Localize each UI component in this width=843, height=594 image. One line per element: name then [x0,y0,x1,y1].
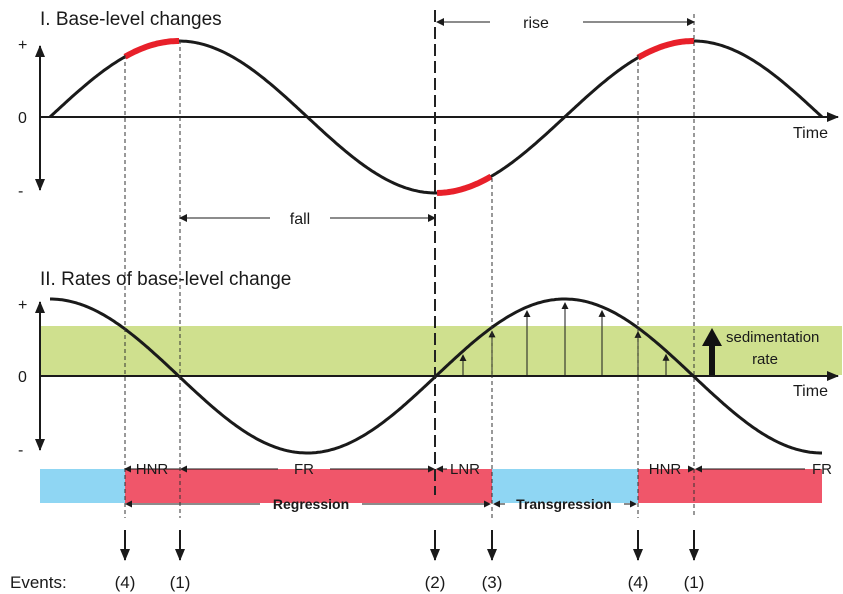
event-label-4: (3) [482,573,503,592]
panel2-plus-label: + [18,297,27,314]
event-label-3: (2) [425,573,446,592]
panel1-zero-label: 0 [18,110,27,127]
fr2-label: FR [812,461,832,478]
event-labels: (4) (1) (2) (3) (4) (1) [115,573,705,592]
panel2-minus-label: - [18,442,23,459]
sedimentation-band [40,326,842,375]
regression-bar [125,469,492,503]
bar-segment-blue-1 [40,469,125,503]
panel1-time-label: Time [793,125,828,142]
panel1-plus-label: + [18,37,27,54]
lnr-label: LNR [450,461,480,478]
panel2-zero-label: 0 [18,369,27,386]
hnr1-label: HNR [136,461,169,478]
panel1-title: I. Base-level changes [40,9,222,30]
event-label-6: (1) [684,573,705,592]
event-label-5: (4) [628,573,649,592]
highlight-segment-1 [123,38,179,60]
transgression-bar [492,469,638,503]
rise-label: rise [523,15,549,32]
event-arrows [120,530,699,561]
regression-bar-2 [638,469,822,503]
sedimentation-label-2: rate [752,351,778,368]
sedimentation-label-1: sedimentation [726,329,819,346]
fall-label: fall [290,211,310,228]
events-label: Events: [10,573,67,592]
fr1-label: FR [294,461,314,478]
event-label-1: (4) [115,573,136,592]
hnr2-label: HNR [649,461,682,478]
panel2-title: II. Rates of base-level change [40,269,291,290]
panel2-time-label: Time [793,383,828,400]
highlight-segment-2 [436,173,493,196]
highlight-segment-3 [636,38,694,61]
regression-label: Regression [273,496,349,512]
transgression-label: Transgression [516,496,612,512]
sedimentation-rate-arrow-head [702,328,722,346]
panel1-minus-label: - [18,183,23,200]
event-label-2: (1) [170,573,191,592]
